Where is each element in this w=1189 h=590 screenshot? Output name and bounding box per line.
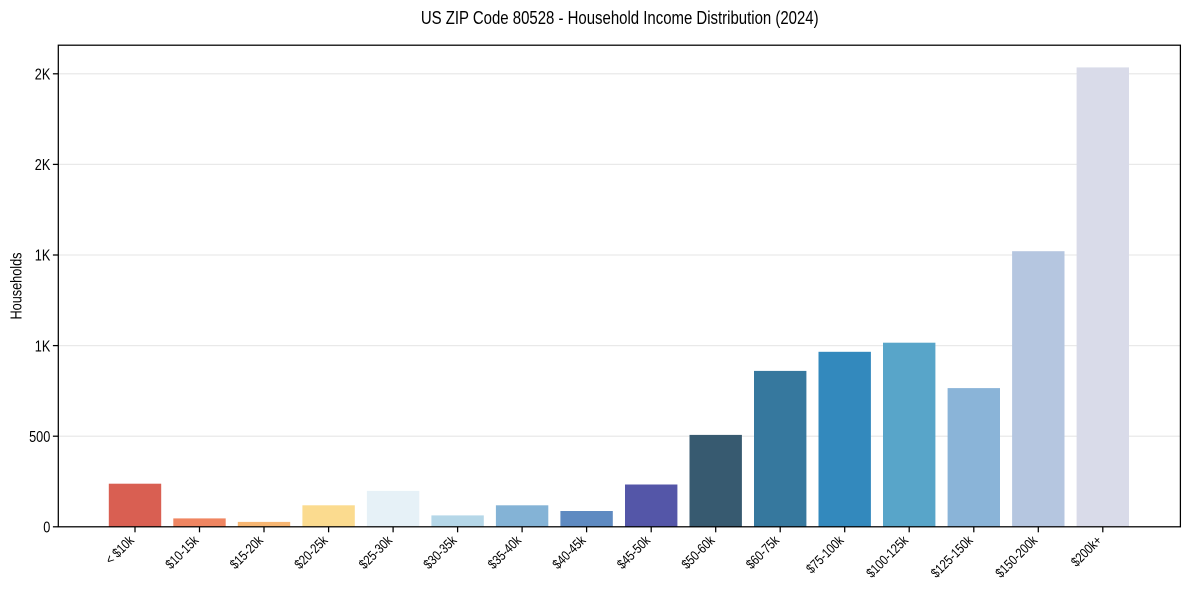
svg-text:US ZIP Code 80528 - Household: US ZIP Code 80528 - Household Income Dis… — [421, 8, 819, 29]
svg-text:1K: 1K — [35, 338, 51, 355]
svg-text:500: 500 — [29, 429, 50, 446]
svg-text:0: 0 — [43, 519, 50, 536]
svg-text:Households: Households — [8, 252, 25, 319]
svg-text:1K: 1K — [35, 248, 51, 265]
svg-text:2K: 2K — [35, 157, 51, 174]
svg-text:2K: 2K — [35, 66, 51, 83]
